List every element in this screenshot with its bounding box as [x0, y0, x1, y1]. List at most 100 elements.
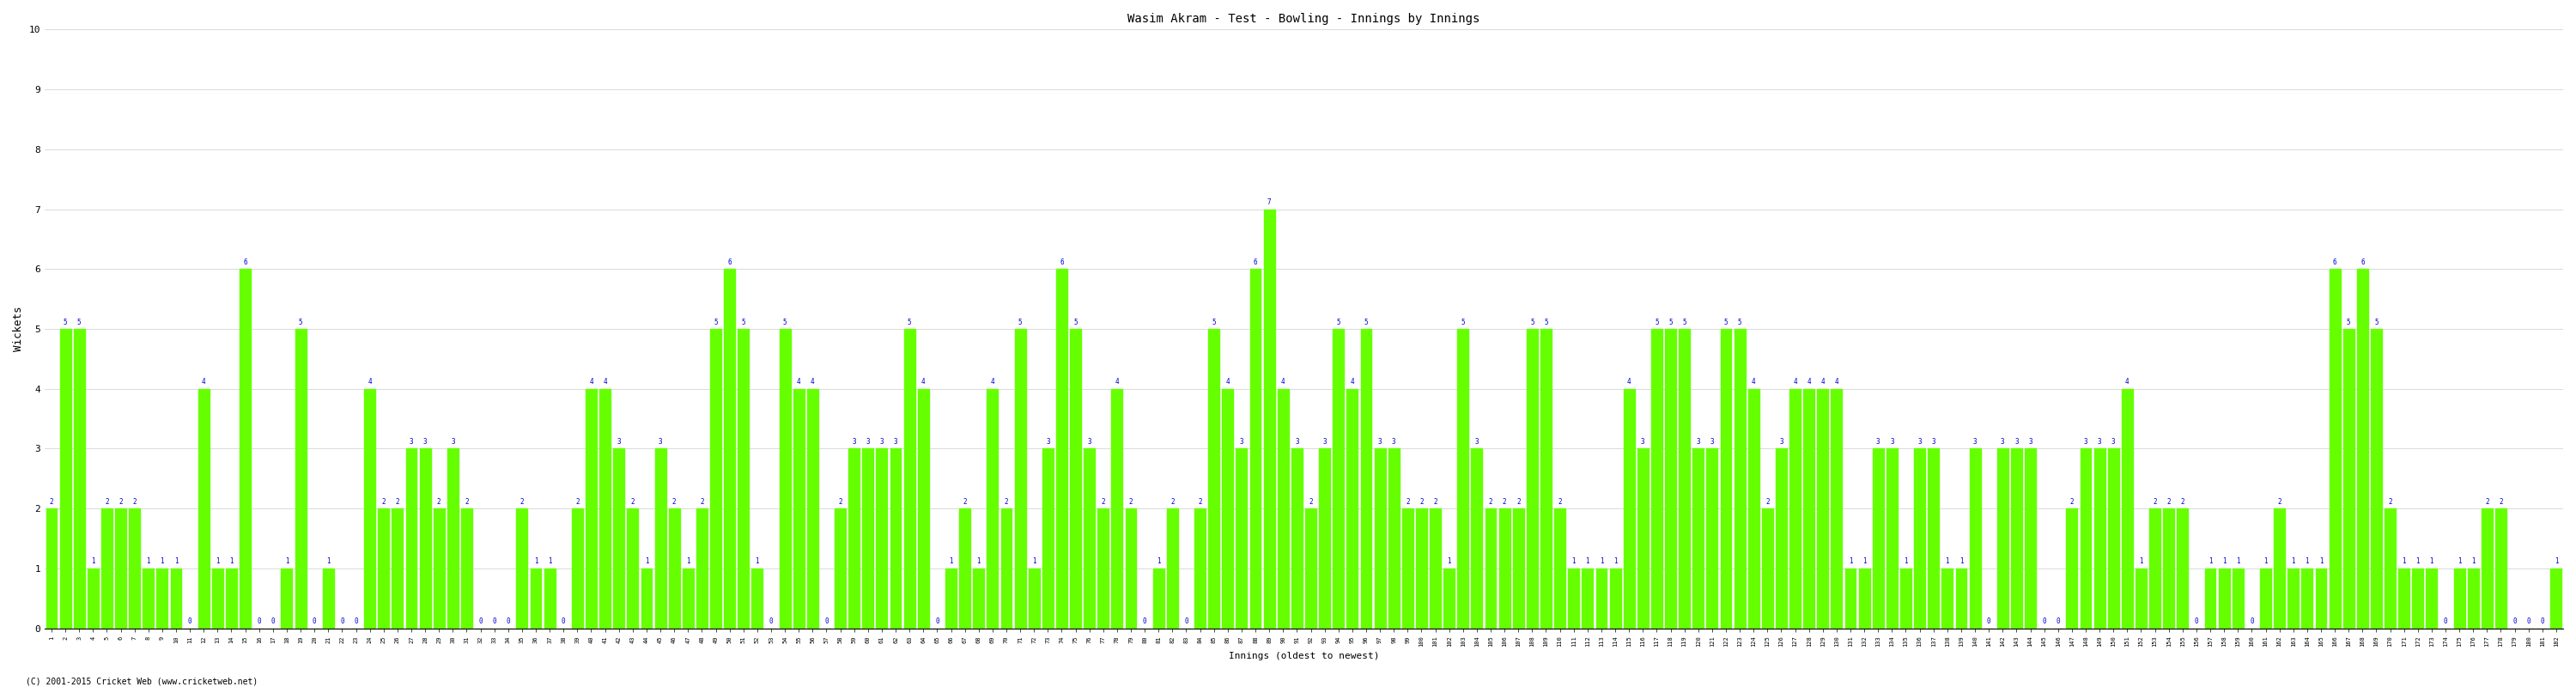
Text: 2: 2: [2388, 498, 2393, 506]
Bar: [1651, 329, 1662, 629]
Bar: [1721, 329, 1731, 629]
Text: 0: 0: [492, 618, 497, 625]
Text: 1: 1: [2458, 558, 2460, 565]
Text: 3: 3: [894, 438, 896, 446]
Bar: [1860, 568, 1870, 629]
Text: 2: 2: [963, 498, 966, 506]
Text: 3: 3: [853, 438, 855, 446]
Text: 6: 6: [242, 258, 247, 266]
Bar: [448, 449, 459, 629]
Bar: [711, 329, 721, 629]
Text: 2: 2: [49, 498, 54, 506]
Bar: [1664, 329, 1677, 629]
Text: 5: 5: [64, 318, 67, 326]
Bar: [1347, 389, 1358, 629]
Text: 0: 0: [770, 618, 773, 625]
Bar: [407, 449, 417, 629]
Bar: [1499, 508, 1510, 629]
Bar: [1914, 449, 1924, 629]
Y-axis label: Wickets: Wickets: [13, 306, 23, 352]
Text: 2: 2: [381, 498, 386, 506]
Bar: [1291, 449, 1303, 629]
Text: 0: 0: [258, 618, 260, 625]
Text: 5: 5: [714, 318, 719, 326]
Text: 0: 0: [562, 618, 567, 625]
Text: 5: 5: [1018, 318, 1023, 326]
Text: 3: 3: [659, 438, 662, 446]
Text: 1: 1: [2318, 558, 2324, 565]
Text: 5: 5: [1530, 318, 1535, 326]
Bar: [1873, 449, 1883, 629]
Bar: [654, 449, 667, 629]
Text: 4: 4: [1793, 378, 1798, 386]
Text: 1: 1: [948, 558, 953, 565]
Text: 3: 3: [2027, 438, 2032, 446]
Text: 0: 0: [479, 618, 482, 625]
Text: 1: 1: [2416, 558, 2419, 565]
Bar: [1971, 449, 1981, 629]
Text: 4: 4: [1752, 378, 1757, 386]
Bar: [88, 568, 98, 629]
Text: 2: 2: [1558, 498, 1561, 506]
Bar: [1927, 449, 1940, 629]
Text: 1: 1: [644, 558, 649, 565]
Bar: [1388, 449, 1399, 629]
Bar: [1249, 269, 1260, 629]
Bar: [904, 329, 914, 629]
Text: 3: 3: [881, 438, 884, 446]
Bar: [641, 568, 652, 629]
Text: 0: 0: [2512, 618, 2517, 625]
Bar: [2357, 269, 2367, 629]
Text: 0: 0: [505, 618, 510, 625]
Bar: [1167, 508, 1177, 629]
Text: 3: 3: [1710, 438, 1713, 446]
Text: 4: 4: [1806, 378, 1811, 386]
Text: 0: 0: [2195, 618, 2197, 625]
Bar: [572, 508, 582, 629]
Text: 3: 3: [1891, 438, 1893, 446]
Bar: [670, 508, 680, 629]
Bar: [515, 508, 528, 629]
Bar: [781, 329, 791, 629]
Bar: [2275, 508, 2285, 629]
Bar: [613, 449, 623, 629]
Bar: [2123, 389, 2133, 629]
Bar: [1043, 449, 1054, 629]
Text: 1: 1: [976, 558, 981, 565]
Bar: [1886, 449, 1899, 629]
Text: 3: 3: [2002, 438, 2004, 446]
Bar: [1376, 449, 1386, 629]
Text: 0: 0: [2043, 618, 2045, 625]
Text: 7: 7: [1267, 199, 1270, 206]
Bar: [1417, 508, 1427, 629]
Bar: [2481, 508, 2494, 629]
Bar: [1832, 389, 1842, 629]
Bar: [1097, 508, 1108, 629]
Bar: [2455, 568, 2465, 629]
Bar: [46, 508, 57, 629]
Text: 5: 5: [1739, 318, 1741, 326]
Text: 1: 1: [2138, 558, 2143, 565]
Text: 3: 3: [1780, 438, 1783, 446]
Bar: [737, 329, 750, 629]
Text: 3: 3: [451, 438, 456, 446]
Bar: [1195, 508, 1206, 629]
Text: 0: 0: [353, 618, 358, 625]
Bar: [59, 329, 72, 629]
Bar: [1762, 508, 1772, 629]
Bar: [848, 449, 860, 629]
Text: 5: 5: [2347, 318, 2352, 326]
Bar: [198, 389, 209, 629]
Bar: [1638, 449, 1649, 629]
Text: 4: 4: [992, 378, 994, 386]
Text: 3: 3: [1875, 438, 1880, 446]
Bar: [1360, 329, 1370, 629]
Text: 2: 2: [2154, 498, 2156, 506]
Bar: [2025, 449, 2035, 629]
Text: 1: 1: [685, 558, 690, 565]
Text: 0: 0: [270, 618, 276, 625]
Text: 2: 2: [1198, 498, 1203, 506]
Text: 2: 2: [1128, 498, 1133, 506]
Text: 2: 2: [2182, 498, 2184, 506]
Bar: [1208, 329, 1218, 629]
